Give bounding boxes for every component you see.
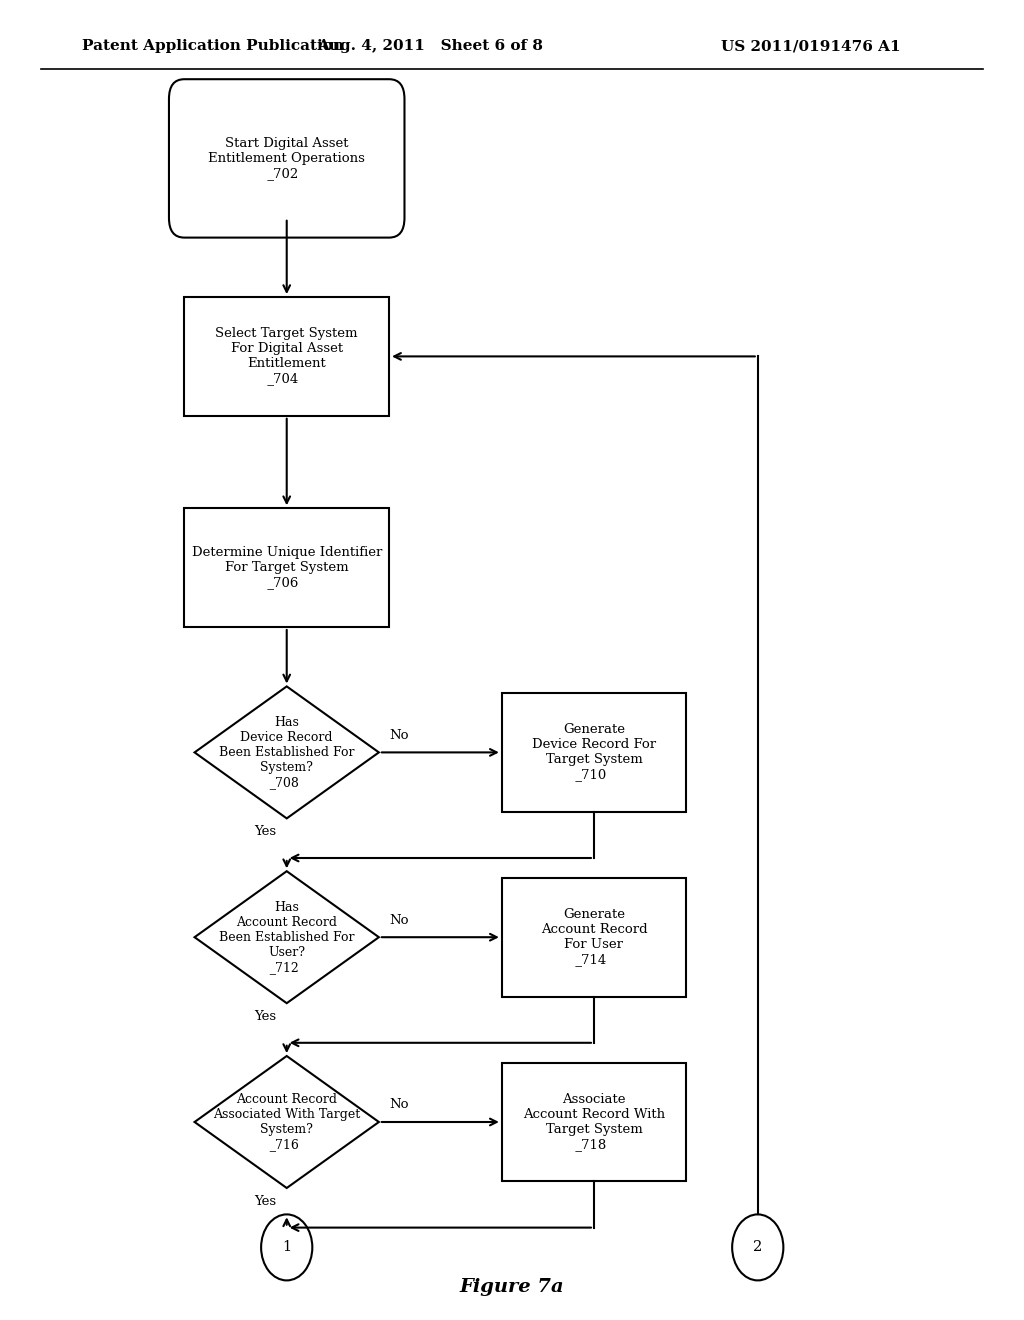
Text: Determine Unique Identifier
For Target System
̲706: Determine Unique Identifier For Target S…	[191, 546, 382, 589]
Text: 1: 1	[283, 1241, 291, 1254]
Text: Generate
Account Record
For User
̲714: Generate Account Record For User ̲714	[541, 908, 647, 966]
Bar	[502, 1063, 686, 1181]
Text: US 2011/0191476 A1: US 2011/0191476 A1	[722, 40, 901, 53]
Bar	[184, 508, 389, 627]
Text: Select Target System
For Digital Asset
Entitlement
̲704: Select Target System For Digital Asset E…	[215, 327, 358, 385]
Text: Associate
Account Record With
Target System
̲718: Associate Account Record With Target Sys…	[523, 1093, 665, 1151]
Text: Start Digital Asset
Entitlement Operations
̲702: Start Digital Asset Entitlement Operatio…	[208, 137, 366, 180]
Text: Yes: Yes	[254, 1010, 276, 1023]
Text: Has
Device Record
Been Established For
System?
̲708: Has Device Record Been Established For S…	[219, 715, 354, 789]
Text: Generate
Device Record For
Target System
̲710: Generate Device Record For Target System…	[531, 723, 656, 781]
Text: Account Record
Associated With Target
System?
̲716: Account Record Associated With Target Sy…	[213, 1093, 360, 1151]
Polygon shape	[195, 686, 379, 818]
Text: Aug. 4, 2011   Sheet 6 of 8: Aug. 4, 2011 Sheet 6 of 8	[317, 40, 543, 53]
Text: Figure 7a: Figure 7a	[460, 1278, 564, 1296]
Bar	[502, 693, 686, 812]
Text: Has
Account Record
Been Established For
User?
̲712: Has Account Record Been Established For …	[219, 900, 354, 974]
Text: No: No	[389, 1098, 409, 1111]
Text: Yes: Yes	[254, 1195, 276, 1208]
Text: No: No	[389, 913, 409, 927]
Text: 2: 2	[753, 1241, 763, 1254]
FancyBboxPatch shape	[169, 79, 404, 238]
Bar	[184, 297, 389, 416]
Text: Patent Application Publication: Patent Application Publication	[82, 40, 344, 53]
Bar	[502, 878, 686, 997]
Polygon shape	[195, 871, 379, 1003]
Text: No: No	[389, 729, 409, 742]
Text: Yes: Yes	[254, 825, 276, 838]
Polygon shape	[195, 1056, 379, 1188]
